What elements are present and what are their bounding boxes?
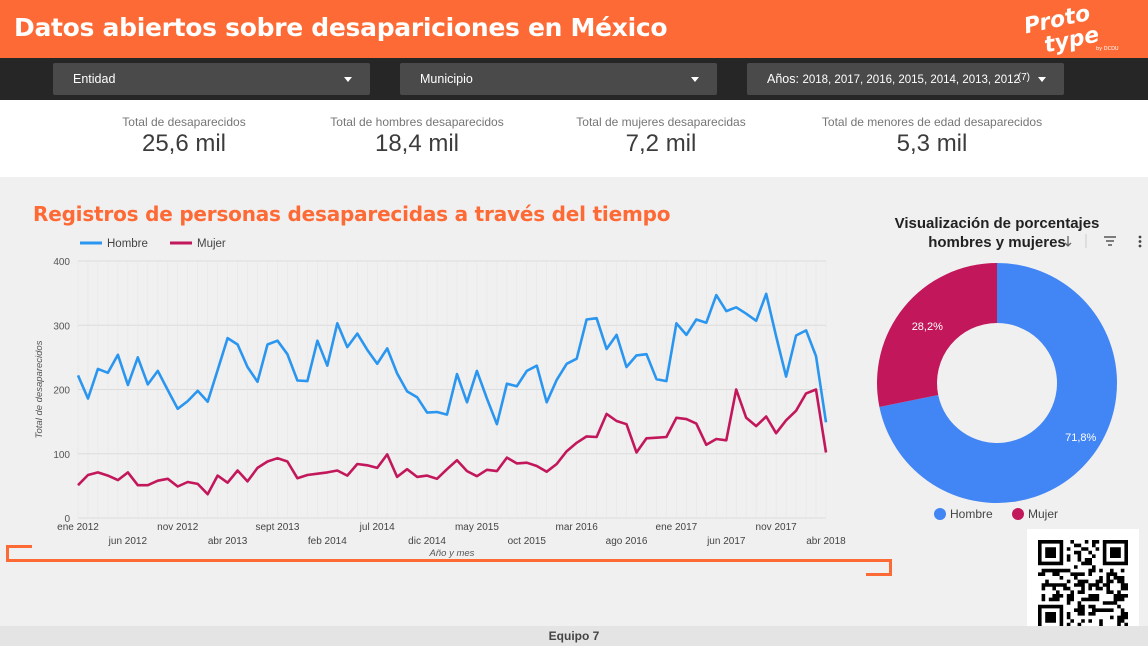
chevron-down-icon [691,77,699,82]
kpi-label: Total de mujeres desaparecidas [576,115,746,129]
prototype-logo: Proto type by DCDU [1022,2,1119,56]
x-tick-label: jun 2017 [706,536,746,547]
x-tick-label: dic 2014 [408,536,446,547]
filter-icon[interactable] [1104,236,1116,246]
bracket-left [6,545,32,562]
donut-title-line2: hombres y mujeres [928,234,1066,251]
legend-label: Hombre [950,507,993,521]
y-tick-label: 100 [53,450,70,461]
kpi-value: 18,4 mil [374,130,460,157]
kpi-menores: Total de menores de edad desaparecidos 5… [812,115,1052,158]
x-tick-label: feb 2014 [308,536,347,547]
bracket-right [866,559,892,576]
x-tick-label: may 2015 [455,522,499,533]
chevron-down-icon [344,77,352,82]
kpi-label: Total de menores de edad desaparecidos [821,115,1043,129]
kpi-label: Total de hombres desaparecidos [330,115,504,129]
filter-bar: Entidad Municipio Años: 2018, 2017, 2016… [0,58,1148,100]
qr-code [1027,529,1139,641]
x-tick-label: abr 2018 [806,536,846,547]
kpi-value: 7,2 mil [625,130,697,157]
legend-label: Hombre [107,238,148,250]
donut-data-label: 71,8% [1065,432,1096,444]
donut-title-line1: Visualización de porcentajes [894,215,1100,232]
header-bar: Datos abiertos sobre desapariciones en M… [0,0,1148,58]
kpi-row: Total de desaparecidos 25,6 mil Total de… [0,100,1148,177]
legend-label: Mujer [1028,507,1058,521]
y-axis-label: Total de desaparecidos [34,340,45,438]
footer: Equipo 7 [0,626,1148,646]
donut-slice-mujer [877,263,997,407]
donut-chart-title: Visualización de porcentajes hombres y m… [872,214,1122,252]
anios-value: 2018, 2017, 2016, 2015, 2014, 2013, 2012 [802,74,1020,86]
y-tick-label: 400 [53,257,70,268]
anios-label: Años: [767,72,799,86]
x-tick-label: ene 2012 [57,522,99,533]
legend-label: Mujer [197,238,226,250]
x-tick-label: sept 2013 [255,522,299,533]
donut-chart[interactable]: 71,8% 28,2% Hombre Mujer [870,255,1130,535]
x-tick-label: oct 2015 [508,536,547,547]
y-tick-label: 200 [53,386,70,397]
x-tick-label: mar 2016 [556,522,599,533]
x-tick-label: nov 2012 [157,522,199,533]
bracket-line [32,559,868,562]
entidad-dropdown[interactable]: Entidad [53,63,370,95]
qr-modules [1038,540,1128,630]
x-tick-label: jun 2012 [108,536,148,547]
donut-data-label: 28,2% [912,321,943,333]
entidad-label: Entidad [73,72,116,86]
y-tick-label: 0 [64,514,70,525]
x-tick-label: ene 2017 [656,522,698,533]
kpi-mujeres: Total de mujeres desaparecidas 7,2 mil [541,115,781,158]
municipio-label: Municipio [420,72,473,86]
legend-dot [1012,508,1024,520]
chevron-down-icon [1038,77,1046,82]
x-tick-label: ago 2016 [606,536,648,547]
more-vert-icon[interactable] [1138,235,1142,248]
sort-icon[interactable] [1064,236,1072,247]
chart-toolbar [1064,234,1142,248]
logo-text-small: by DCDU [1096,46,1119,52]
x-tick-label: abr 2013 [208,536,248,547]
anios-count: (7) [1017,72,1030,83]
line-chart-title: Registros de personas desaparecidas a tr… [33,202,671,226]
legend-dot [934,508,946,520]
kpi-label: Total de desaparecidos [122,115,246,129]
donut-slice-hombre [879,263,1117,503]
x-tick-label: jul 2014 [359,522,395,533]
line-chart[interactable]: 0 100 200 300 400 ene 2012 nov 2012 sept 2013 ju… [0,230,860,565]
page-title: Datos abiertos sobre desapariciones en M… [14,13,668,42]
kpi-hombres: Total de hombres desaparecidos 18,4 mil [297,115,537,158]
y-tick-label: 300 [53,321,70,332]
kpi-value: 5,3 mil [896,130,968,157]
anios-dropdown[interactable]: Años: 2018, 2017, 2016, 2015, 2014, 2013… [747,63,1064,95]
series-line-hombre [76,292,828,426]
kpi-value: 25,6 mil [141,130,227,157]
kpi-total: Total de desaparecidos 25,6 mil [64,115,304,158]
x-tick-label: nov 2017 [756,522,798,533]
series-line-mujer [77,388,828,496]
municipio-dropdown[interactable]: Municipio [400,63,717,95]
x-axis-label: Año y mes [429,548,475,559]
